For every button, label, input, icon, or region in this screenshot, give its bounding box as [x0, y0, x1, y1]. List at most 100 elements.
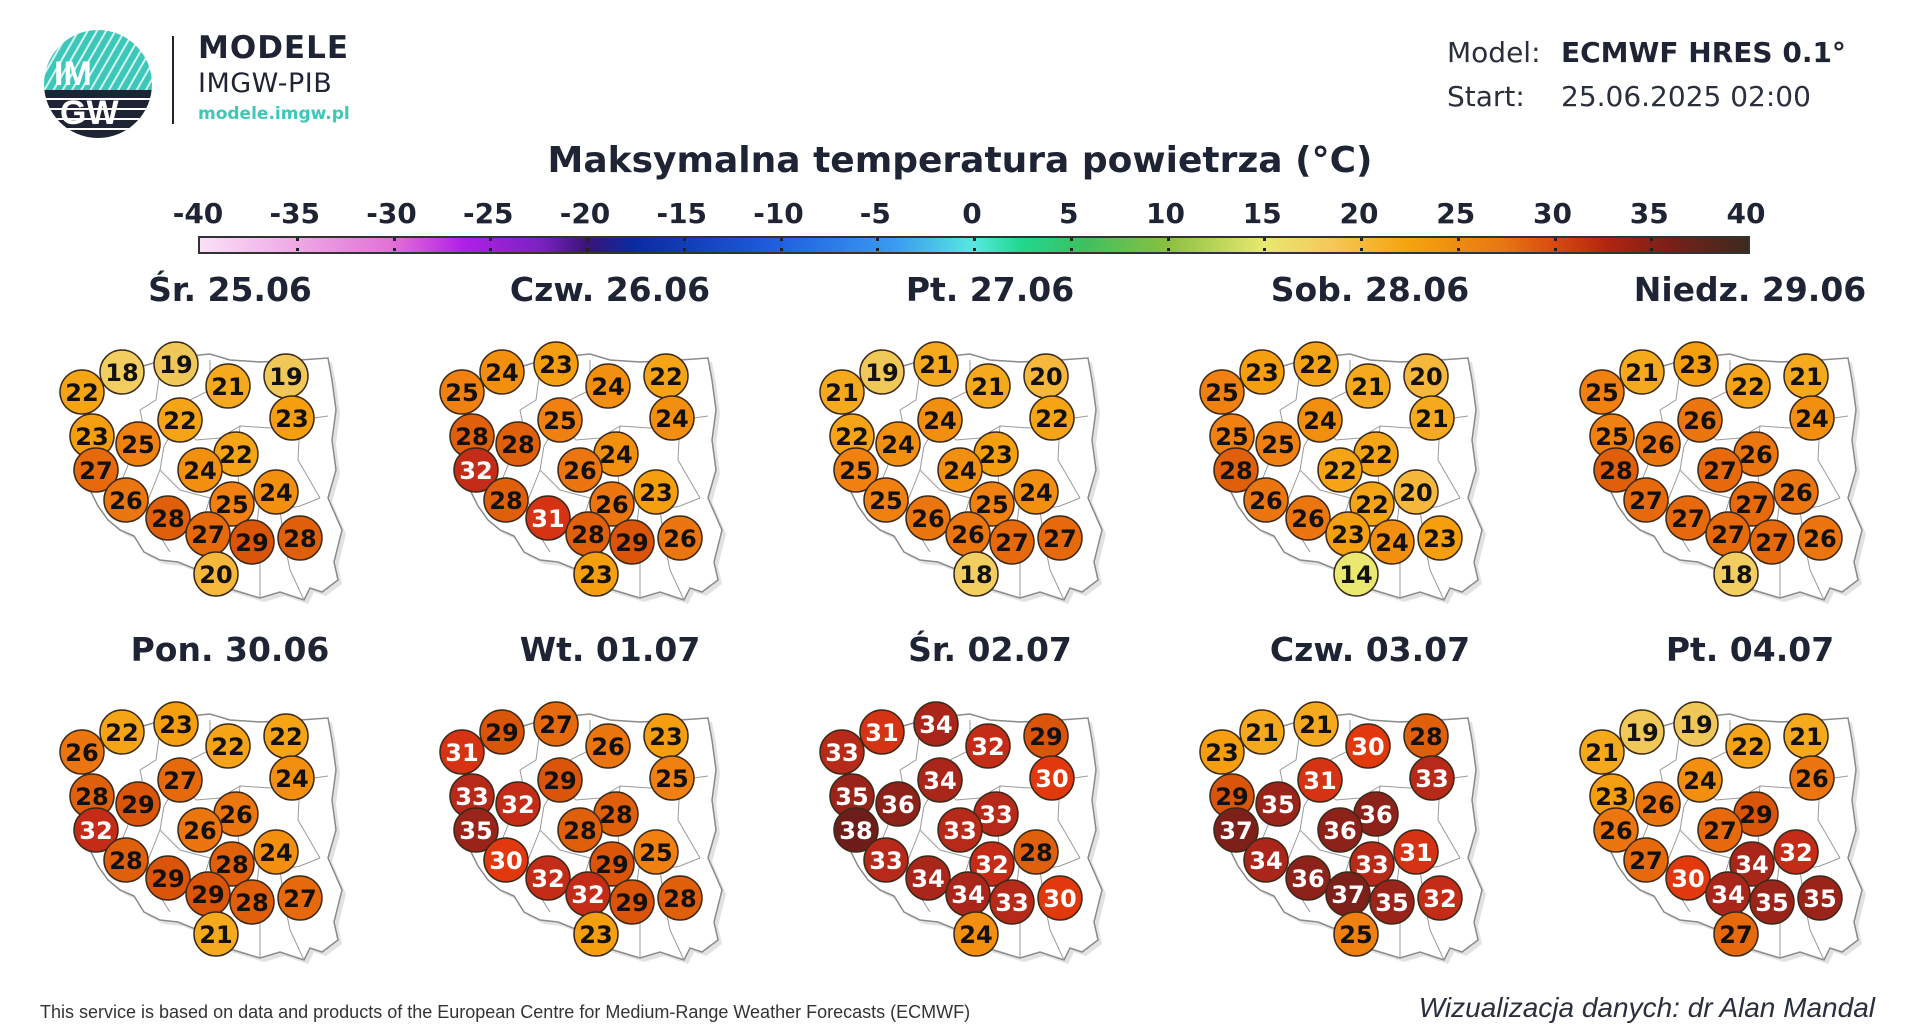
temperature-label: 26: [1739, 441, 1772, 469]
temperature-circle: [1623, 837, 1669, 883]
station-marker: 24: [953, 911, 999, 957]
station-marker: 14: [1333, 551, 1379, 597]
temperature-circle: [177, 447, 223, 493]
station-marker: 21: [965, 363, 1011, 409]
station-marker: 36: [1353, 791, 1399, 837]
colorbar-tick-mark: [1553, 238, 1557, 241]
station-marker: 25: [439, 369, 485, 415]
station-marker: 23: [633, 469, 679, 515]
temperature-label: 30: [1035, 765, 1068, 793]
colorbar-tick-mark: [1360, 238, 1363, 241]
temperature-circle: [439, 729, 485, 775]
temperature-label: 29: [1215, 783, 1248, 811]
station-marker: 24: [253, 829, 299, 875]
station-marker: 27: [1697, 447, 1743, 493]
station-marker: 21: [819, 369, 865, 415]
station-marker: 32: [1773, 829, 1819, 875]
station-marker: 26: [557, 447, 603, 493]
temperature-circle: [99, 349, 145, 395]
station-marker: 22: [263, 713, 309, 759]
temperature-label: 33: [455, 783, 488, 811]
temperature-label: 28: [663, 885, 696, 913]
temperature-circle: [1349, 841, 1395, 887]
station-marker: 32: [1417, 875, 1463, 921]
station-marker: 28: [483, 477, 529, 523]
colorbar-tick-mark: [973, 248, 976, 251]
temperature-label: 24: [959, 921, 992, 949]
temperature-label: 29: [543, 767, 576, 795]
station-marker: 31: [859, 709, 905, 755]
station-marker: 32: [969, 841, 1015, 887]
temperature-circle: [1285, 495, 1331, 541]
temperature-label: 27: [1755, 529, 1788, 557]
temperature-circle: [573, 551, 619, 597]
temperature-circle: [589, 481, 635, 527]
temperature-circle: [585, 363, 631, 409]
temperature-label: 26: [1779, 479, 1812, 507]
temperature-label: 27: [1719, 921, 1752, 949]
temperature-circle: [1665, 855, 1711, 901]
temperature-circle: [937, 807, 983, 853]
temperature-circle: [59, 369, 105, 415]
station-marker: 27: [1623, 837, 1669, 883]
station-marker: 21: [1239, 709, 1285, 755]
temperature-label: 26: [1683, 407, 1716, 435]
map-panel: 25 21 23 22 21 25 26 24 26 26 28 27 27 27 26 27 27 27 26 18…: [1560, 270, 1920, 650]
station-marker: 29: [589, 841, 635, 887]
station-marker: 19: [1619, 709, 1665, 755]
temperature-circle: [269, 755, 315, 801]
temperature-label: 30: [1671, 865, 1704, 893]
temperature-label: 28: [109, 847, 142, 875]
temperature-circle: [253, 829, 299, 875]
temperature-circle: [1393, 469, 1439, 515]
station-marker: 23: [1239, 349, 1285, 395]
station-marker: 23: [1417, 515, 1463, 561]
temperature-label: 29: [615, 889, 648, 917]
temperature-label: 20: [1029, 363, 1062, 391]
station-marker: 23: [1673, 341, 1719, 387]
station-marker: 34: [913, 701, 959, 747]
temperature-label: 29: [121, 791, 154, 819]
station-marker: 35: [1749, 879, 1795, 925]
temperature-label: 27: [1671, 505, 1704, 533]
temperature-circle: [1593, 807, 1639, 853]
station-marker: 28: [145, 495, 191, 541]
temperature-label: 24: [881, 431, 914, 459]
station-marker: 25: [863, 477, 909, 523]
temperature-circle: [989, 879, 1035, 925]
day-title: Śr. 25.06: [148, 270, 312, 309]
station-marker: 21: [193, 911, 239, 957]
temperature-label: 28: [563, 817, 596, 845]
temperature-circle: [229, 519, 275, 565]
colorbar-tick-mark: [876, 248, 880, 251]
day-title: Czw. 03.07: [1269, 630, 1471, 669]
temperature-label: 33: [869, 847, 902, 875]
temperature-label: 26: [219, 801, 252, 829]
station-marker: 26: [1593, 807, 1639, 853]
temperature-label: 24: [1019, 479, 1052, 507]
colorbar-tick-mark: [392, 238, 396, 241]
temperature-circle: [1345, 723, 1391, 769]
temperature-label: 31: [865, 719, 898, 747]
temperature-label: 28: [215, 851, 248, 879]
day-title: Czw. 26.06: [509, 270, 711, 309]
temperature-circle: [863, 837, 909, 883]
temperature-label: 26: [591, 733, 624, 761]
temperature-circle: [1029, 395, 1075, 441]
temperature-label: 24: [1683, 767, 1716, 795]
temperature-label: 24: [943, 457, 976, 485]
station-marker: 33: [937, 807, 983, 853]
temperature-label: 21: [919, 351, 952, 379]
station-marker: 26: [1635, 421, 1681, 467]
station-marker: 24: [1297, 397, 1343, 443]
station-marker: 20: [1393, 469, 1439, 515]
brand-url-link[interactable]: modele.imgw.pl: [198, 104, 350, 124]
temperature-label: 20: [199, 561, 232, 589]
station-marker: 25: [537, 397, 583, 443]
chart-title: Maksymalna temperatura powietrza (°C): [547, 140, 1373, 181]
temperature-label: 28: [571, 521, 604, 549]
colorbar-tick-label: -25: [462, 197, 514, 230]
logo-divider: [172, 36, 174, 124]
